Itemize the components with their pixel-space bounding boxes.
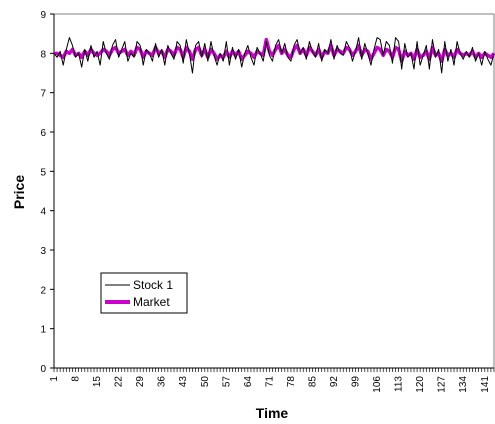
series-layer <box>53 37 495 74</box>
y-tick-label: 2 <box>40 285 46 296</box>
plot-frame <box>54 13 495 368</box>
y-tick-label: 7 <box>40 89 46 100</box>
x-tick-label: 22 <box>114 376 125 388</box>
x-tick-label: 141 <box>480 376 491 393</box>
y-tick-label: 6 <box>40 128 46 139</box>
y-axis-title: Price <box>11 175 27 209</box>
y-axis: 0 1 2 3 4 5 6 7 8 9 <box>40 10 55 375</box>
legend: Stock 1 Market <box>100 272 188 314</box>
x-tick-label: 57 <box>221 376 232 388</box>
x-tick-label: 71 <box>264 376 275 388</box>
legend-label-stock-1: Stock 1 <box>133 278 173 292</box>
y-tick-label: 5 <box>40 167 46 178</box>
x-tick-label: 92 <box>329 376 340 388</box>
x-axis-title: Time <box>256 405 289 421</box>
x-tick-label: 64 <box>243 376 254 388</box>
legend-label-market: Market <box>133 295 170 309</box>
y-tick-label: 4 <box>40 207 46 218</box>
y-tick-label: 8 <box>40 49 46 60</box>
x-tick-label: 1 <box>49 376 60 382</box>
x-tick-label: 106 <box>372 376 383 393</box>
x-tick-label: 120 <box>415 376 426 393</box>
y-tick-label: 3 <box>40 246 46 257</box>
x-tick-label: 43 <box>178 376 189 388</box>
x-tick-label: 29 <box>135 376 146 388</box>
x-tick-label: 134 <box>458 376 469 393</box>
series-line-stock-1 <box>53 37 495 74</box>
x-tick-label: 78 <box>286 376 297 388</box>
y-tick-label: 9 <box>40 10 46 21</box>
legend-box <box>100 272 188 314</box>
x-tick-label: 127 <box>437 376 448 393</box>
y-tick-label: 1 <box>40 325 46 336</box>
x-tick-label: 99 <box>351 376 362 388</box>
x-tick-label: 36 <box>157 376 168 388</box>
y-tick-label: 0 <box>40 364 46 375</box>
x-tick-label: 113 <box>394 376 405 392</box>
x-axis: 1 8 15 22 29 36 43 50 57 64 71 78 85 92 99 106 113 120 127… <box>49 367 495 393</box>
x-tick-label: 85 <box>307 376 318 388</box>
x-tick-label: 50 <box>200 376 211 388</box>
x-tick-label: 8 <box>71 376 82 382</box>
x-tick-label: 15 <box>92 376 103 388</box>
